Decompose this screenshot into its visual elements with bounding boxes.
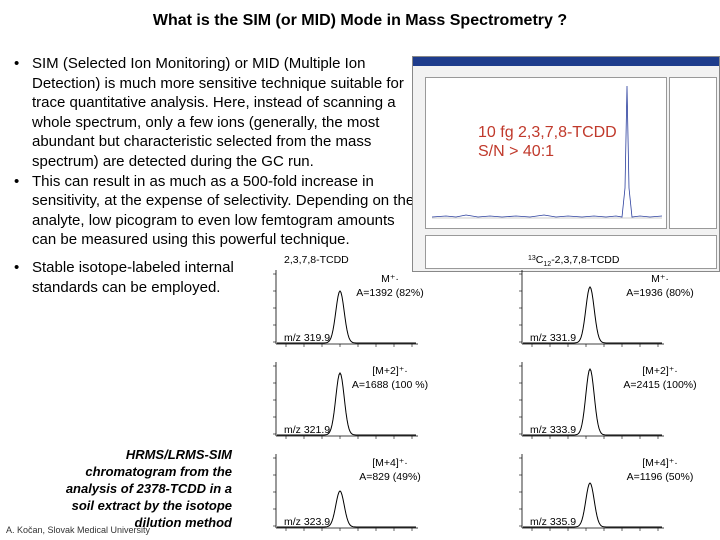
ion-label: [M+4]⁺· — [372, 457, 408, 469]
screenshot-chromatogram-panel — [425, 77, 667, 229]
figure-caption: HRMS/LRMS-SIM chromatogram from the anal… — [65, 447, 232, 530]
peak-area-label: A=1196 (50%) — [627, 471, 694, 483]
peak-trace — [523, 482, 662, 528]
instrument-software-screenshot — [412, 56, 720, 272]
ion-label: [M+2]⁺· — [642, 365, 678, 377]
peak-trace — [277, 290, 416, 344]
slide-title: What is the SIM (or MID) Mode in Mass Sp… — [152, 12, 568, 29]
bullet-list: SIM (Selected Ion Monitoring) or MID (Mu… — [10, 54, 414, 297]
peak-trace — [277, 372, 416, 436]
mz-label: m/z 335.9 — [530, 516, 576, 528]
peak-area-label: A=1688 (100 %) — [352, 379, 428, 391]
bullet-internal-standards: Stable isotope-labeled internal standard… — [10, 258, 237, 297]
screenshot-titlebar — [413, 57, 719, 66]
left-chromatogram-3: [M+4]⁺· A=829 (49%) m/z 323.9 — [273, 454, 421, 531]
ion-label: [M+4]⁺· — [642, 457, 678, 469]
detection-limit-overlay: 10 fg 2,3,7,8-TCDD S/N > 40:1 — [478, 123, 617, 161]
screenshot-info-panel — [669, 77, 717, 229]
right-chromatogram-3: [M+4]⁺· A=1196 (50%) m/z 335.9 — [519, 454, 693, 531]
right-compound-header: 13C12-2,3,7,8-TCDD — [528, 254, 620, 268]
author-credit: A. Kočan, Slovak Medical University — [6, 525, 151, 535]
peak-area-label: A=1392 (82%) — [356, 287, 423, 299]
peak-trace — [277, 490, 416, 528]
sim-chromatograms: 2,3,7,8-TCDD 13C12-2,3,7,8-TCDD M⁺· A=139… — [273, 254, 697, 531]
mz-label: m/z 333.9 — [530, 424, 576, 436]
overlay-snr: S/N > 40:1 — [478, 143, 555, 160]
ion-label: M⁺· — [381, 273, 399, 285]
ion-label: M⁺· — [651, 273, 669, 285]
peak-trace — [523, 286, 662, 344]
left-chromatogram-1: M⁺· A=1392 (82%) m/z 319.9 — [273, 270, 424, 347]
bullet-sim-description: SIM (Selected Ion Monitoring) or MID (Mu… — [10, 54, 422, 172]
peak-area-label: A=829 (49%) — [359, 471, 421, 483]
peak-area-label: A=2415 (100%) — [623, 379, 696, 391]
mz-label: m/z 331.9 — [530, 332, 576, 344]
left-chromatogram-2: [M+2]⁺· A=1688 (100 %) m/z 321.9 — [273, 362, 428, 439]
chromatogram-panels: M⁺· A=1392 (82%) m/z 319.9 [M+2]⁺· A=1688 (1… — [273, 270, 697, 531]
bullet-sensitivity: This can result in as much as a 500-fold… — [10, 172, 422, 250]
screenshot-trace — [431, 85, 663, 219]
mz-label: m/z 323.9 — [284, 516, 330, 528]
peak-area-label: A=1936 (80%) — [626, 287, 693, 299]
ion-label: [M+2]⁺· — [372, 365, 408, 377]
mz-label: m/z 319.9 — [284, 332, 330, 344]
peak-trace — [523, 367, 662, 436]
right-chromatogram-1: M⁺· A=1936 (80%) m/z 331.9 — [519, 270, 694, 347]
overlay-amount: 10 fg 2,3,7,8-TCDD — [478, 124, 617, 141]
mz-label: m/z 321.9 — [284, 424, 330, 436]
screenshot-status-panel — [425, 235, 717, 269]
right-chromatogram-2: [M+2]⁺· A=2415 (100%) m/z 333.9 — [519, 362, 697, 439]
left-compound-header: 2,3,7,8-TCDD — [284, 254, 349, 266]
